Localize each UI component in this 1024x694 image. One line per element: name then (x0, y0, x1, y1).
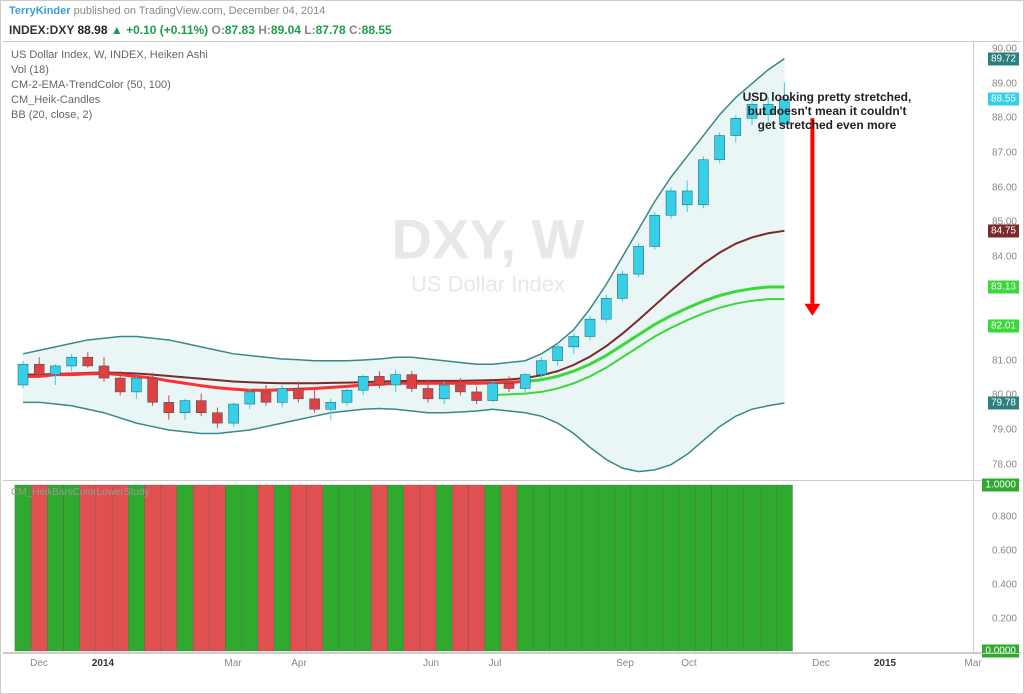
x-tick: Mar (964, 658, 981, 669)
legend-line: US Dollar Index, W, INDEX, Heiken Ashi (11, 48, 208, 63)
price-axis[interactable]: 78.0079.0080.0081.0082.0083.0084.0085.00… (973, 42, 1021, 480)
low-label: L: (304, 23, 315, 37)
lower-y-tick: 0.800 (992, 512, 1017, 523)
y-tick: 87.00 (992, 147, 1017, 158)
legend-line: Vol (18) (11, 63, 208, 78)
x-tick: Mar (224, 658, 241, 669)
lower-axis[interactable]: 0.00000.2000.4000.6000.8001.00001.00000.… (973, 483, 1021, 652)
chart-header: TerryKinder published on TradingView.com… (1, 1, 1023, 21)
y-tick: 81.00 (992, 355, 1017, 366)
lower-y-tick: 0.400 (992, 580, 1017, 591)
x-tick: Jul (489, 658, 502, 669)
y-tick: 88.00 (992, 113, 1017, 124)
last-price: 88.98 (77, 23, 107, 37)
price-label: 84.75 (988, 224, 1019, 237)
price-label: 89.72 (988, 52, 1019, 65)
y-tick: 84.00 (992, 251, 1017, 262)
annotation-text: USD looking pretty stretched, but doesn'… (737, 90, 917, 132)
publish-info: published on TradingView.com, December 0… (71, 5, 326, 17)
price-label: 79.78 (988, 397, 1019, 410)
y-tick: 79.00 (992, 425, 1017, 436)
chart-plot-area[interactable]: DXY, W US Dollar Index US Dollar Index, … (3, 42, 973, 480)
legend-line: CM-2-EMA-TrendColor (50, 100) (11, 78, 208, 93)
y-tick: 86.00 (992, 182, 1017, 193)
y-tick: 78.00 (992, 459, 1017, 470)
close-label: C: (349, 23, 362, 37)
open-label: O: (212, 23, 225, 37)
lower-legend: CM_HeikBarsColorLowerStudy (11, 487, 149, 498)
arrow-up-icon: ▲ (111, 23, 123, 37)
open-val: 87.83 (225, 23, 255, 37)
ticker-row: INDEX:DXY 88.98 ▲ +0.10 (+0.11%) O:87.83… (1, 21, 1023, 39)
lower-plot-area[interactable]: CM_HeikBarsColorLowerStudy (3, 483, 973, 652)
price-label: 83.13 (988, 280, 1019, 293)
price-change: +0.10 (+0.11%) (126, 23, 208, 37)
high-val: 89.04 (271, 23, 301, 37)
x-tick: Oct (681, 658, 697, 669)
legend-line: CM_Heik-Candles (11, 93, 208, 108)
y-tick: 89.00 (992, 78, 1017, 89)
lower-study[interactable]: CM_HeikBarsColorLowerStudy 0.00000.2000.… (3, 483, 1021, 653)
legend-line: BB (20, close, 2) (11, 108, 208, 123)
price-label: 88.55 (988, 93, 1019, 106)
lower-y-tick: 0.600 (992, 546, 1017, 557)
x-tick: Dec (812, 658, 830, 669)
x-tick: Apr (291, 658, 307, 669)
lower-svg (3, 483, 977, 653)
high-label: H: (258, 23, 271, 37)
author-name[interactable]: TerryKinder (9, 5, 71, 17)
x-tick: Jun (423, 658, 439, 669)
x-tick: Dec (30, 658, 48, 669)
x-tick: 2015 (874, 658, 896, 669)
low-val: 87.78 (316, 23, 346, 37)
x-tick: 2014 (92, 658, 114, 669)
x-tick: Sep (616, 658, 634, 669)
indicator-legend: US Dollar Index, W, INDEX, Heiken Ashi V… (11, 48, 208, 123)
time-axis[interactable]: Dec 2014 Mar Apr Jun Jul Sep Oct Dec 2015 Mar (3, 653, 1021, 679)
price-label: 82.01 (988, 319, 1019, 332)
main-chart[interactable]: DXY, W US Dollar Index US Dollar Index, … (3, 41, 1021, 481)
symbol[interactable]: INDEX:DXY (9, 23, 74, 37)
close-val: 88.55 (362, 23, 392, 37)
lower-y-tick: 0.200 (992, 614, 1017, 625)
